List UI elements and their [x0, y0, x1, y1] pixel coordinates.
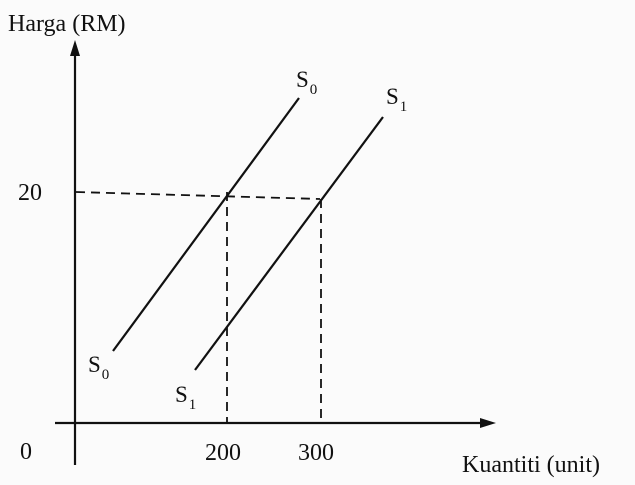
- supply-curve-s1: [194, 116, 384, 371]
- origin-label: 0: [20, 439, 32, 465]
- y-axis-arrowhead: [70, 40, 80, 56]
- x-axis-label: Kuantiti (unit): [462, 452, 600, 478]
- y-tick-20: 20: [18, 180, 42, 206]
- s1-bottom-label: S1: [175, 382, 197, 413]
- x-tick-200: 200: [205, 440, 241, 466]
- x-axis-arrowhead: [480, 418, 496, 428]
- s0-bottom-label: S0: [88, 352, 110, 383]
- supply-curve-s0: [112, 97, 300, 352]
- y-axis-label: Harga (RM): [8, 11, 126, 37]
- price-20-guide: [75, 191, 321, 200]
- s0-top-label: S0: [296, 67, 318, 98]
- s1-top-label: S1: [386, 84, 408, 115]
- x-tick-300: 300: [298, 440, 334, 466]
